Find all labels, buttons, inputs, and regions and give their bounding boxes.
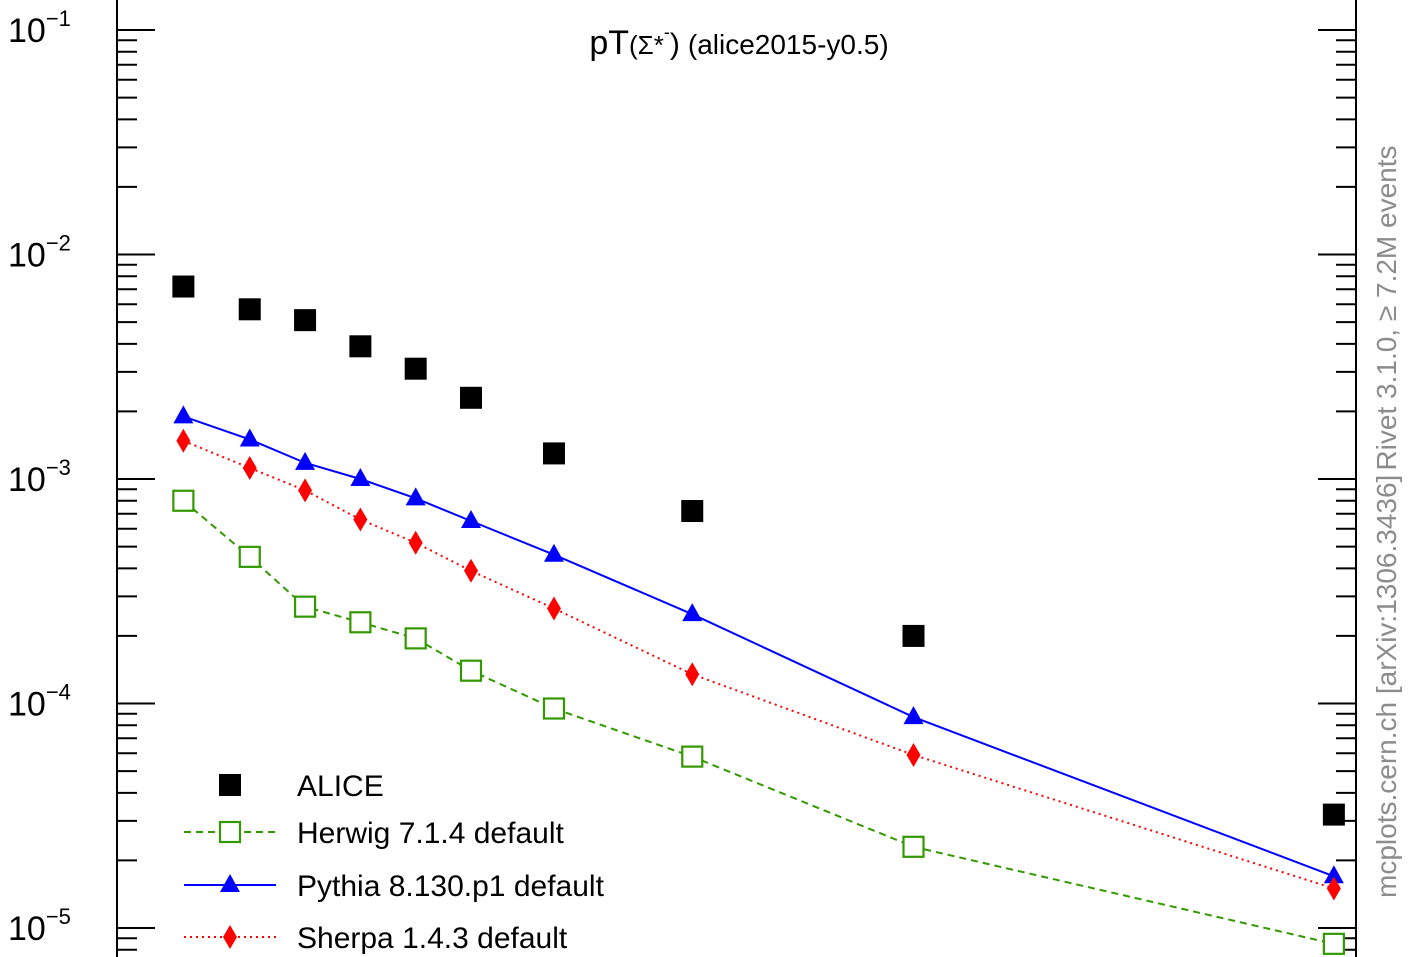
chart-title-close: ) [670, 28, 680, 61]
series-line [182, 499, 1335, 945]
y-tick-label: 10−2 [8, 231, 71, 275]
chart-title-suffix: (alice2015-y0.5) [688, 29, 889, 60]
data-point [543, 543, 564, 562]
data-point [1322, 932, 1345, 955]
data-point [681, 745, 704, 768]
rivet-version-label: Rivet 3.1.0, ≥ 7.2M events [1371, 145, 1402, 470]
data-point [172, 275, 195, 298]
data-point [542, 697, 566, 720]
data-point [542, 442, 565, 465]
legend: ALICE Herwig 7.1.4 default Pythia 8.130.p1… [184, 770, 605, 955]
data-point [681, 500, 704, 523]
legend-label: Pythia 8.130.p1 default [297, 870, 605, 903]
data-point [902, 624, 925, 647]
data-point [903, 706, 924, 725]
data-point [682, 603, 703, 622]
data-point [546, 596, 561, 621]
data-point [902, 835, 925, 858]
legend-label: Sherpa 1.4.3 default [297, 922, 568, 955]
data-series [172, 275, 1345, 955]
data-point [298, 478, 313, 503]
data-point [350, 468, 371, 486]
chart-title-charge: - [664, 22, 670, 42]
data-point [1323, 865, 1344, 884]
data-point [176, 428, 191, 453]
y-tick-label-base: 10 [8, 12, 46, 50]
y-tick-label: 10−1 [8, 6, 71, 50]
data-point [238, 545, 261, 568]
y-tick-label-base: 10 [8, 686, 46, 724]
legend-entry: Herwig 7.1.4 default [184, 817, 564, 850]
data-point [685, 662, 700, 687]
data-point [461, 510, 481, 529]
y-tick-label-exponent: −5 [46, 904, 71, 929]
legend-marker [223, 925, 237, 949]
y-tick-label: 10−5 [8, 904, 71, 948]
y-tick-label-exponent: −3 [46, 455, 71, 480]
side-labels: Rivet 3.1.0, ≥ 7.2M events mcplots.cern.… [1371, 145, 1402, 898]
legend-entry: ALICE [219, 770, 384, 803]
legend-label: ALICE [297, 770, 384, 803]
mcplots-source-label: mcplots.cern.ch [arXiv:1306.3436] [1371, 475, 1402, 898]
data-point [906, 742, 921, 767]
series-line [183, 415, 1335, 878]
legend-label: Herwig 7.1.4 default [297, 817, 564, 850]
legend-marker [218, 820, 242, 844]
data-point [404, 357, 427, 380]
chart-title: pT(Σ*-) (alice2015-y0.5) [589, 22, 888, 62]
data-point [293, 595, 317, 618]
series-0 [172, 275, 1345, 826]
y-axis-tick-labels: 10−110−210−310−410−5 [8, 6, 71, 948]
legend-entry: Pythia 8.130.p1 default [184, 870, 605, 903]
y-axis-ticks [117, 29, 1356, 951]
data-point [464, 558, 478, 583]
y-tick-label-base: 10 [8, 237, 46, 275]
data-point [408, 530, 423, 555]
y-tick-label: 10−3 [8, 455, 71, 499]
y-tick-label-base: 10 [8, 910, 46, 948]
chart-title-prefix: pT [589, 24, 629, 62]
data-point [405, 487, 426, 506]
series-2 [173, 405, 1344, 884]
data-point [349, 335, 372, 358]
y-tick-label-base: 10 [8, 461, 46, 499]
data-point [1326, 876, 1341, 901]
legend-marker [220, 874, 240, 892]
data-point [404, 627, 427, 650]
series-1 [172, 489, 1345, 955]
legend-entry: Sherpa 1.4.3 default [184, 922, 568, 955]
data-point [173, 405, 194, 424]
data-point [172, 489, 195, 512]
series-3 [176, 428, 1341, 901]
y-tick-label-exponent: −1 [46, 6, 71, 31]
y-tick-label-exponent: −2 [46, 231, 71, 256]
data-point [294, 309, 317, 332]
data-point [349, 611, 372, 634]
data-point [460, 386, 482, 409]
chart-title-particle: (Σ* [629, 30, 664, 60]
data-point [239, 428, 260, 447]
data-point [459, 659, 483, 682]
data-point [353, 507, 368, 532]
data-point [1322, 803, 1345, 826]
data-point [238, 298, 261, 321]
data-point [295, 451, 316, 470]
y-tick-label-exponent: −4 [46, 680, 71, 705]
y-tick-label: 10−4 [8, 680, 71, 724]
data-point [242, 455, 257, 480]
legend-marker [219, 774, 241, 796]
